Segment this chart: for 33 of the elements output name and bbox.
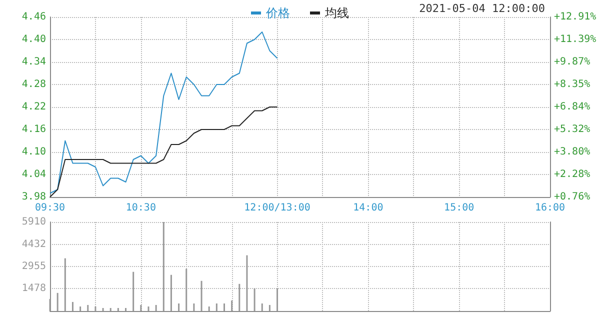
- line-series: [50, 32, 278, 194]
- y2-tick-label: +2.28%: [554, 168, 590, 180]
- y-tick-label: 4.22: [22, 102, 46, 112]
- y-tick-label: 4.04: [22, 169, 46, 180]
- y-tick-label: 5910: [22, 216, 46, 228]
- y-tick-label: 3.98: [22, 192, 46, 202]
- y2-tick-label: +5.32%: [554, 124, 590, 135]
- y2-tick-label: +3.80%: [554, 146, 590, 158]
- y2-tick-label: +12.91%: [554, 12, 596, 22]
- y-tick-label: 4432: [22, 238, 46, 250]
- legend-label: 均线: [324, 6, 349, 20]
- y2-tick-label: +6.84%: [554, 101, 590, 112]
- x-tick-label: 16:00: [534, 202, 566, 214]
- y-tick-label: 4.40: [22, 34, 46, 45]
- y2-tick-label: +0.76%: [554, 192, 590, 202]
- y-tick-label: 4.28: [22, 79, 46, 90]
- x-tick-label: 09:30: [34, 202, 66, 214]
- y-tick-label: 1478: [22, 283, 46, 294]
- x-tick-label: 15:00: [444, 202, 474, 214]
- x-tick-label: 12:00/13:00: [244, 202, 310, 214]
- y2-tick-label: +8.35%: [554, 79, 590, 90]
- text: 2021-05-04 12:00:00: [419, 2, 546, 15]
- x-tick-label: 14:00: [353, 202, 384, 214]
- y-tick-label: 4.46: [22, 12, 46, 22]
- y2-tick-label: +9.87%: [554, 56, 590, 68]
- y2-tick-label: +11.39%: [554, 34, 596, 46]
- x-tick-label: 10:30: [126, 202, 156, 214]
- line-series: [50, 106, 278, 198]
- y-tick-label: 4.16: [22, 124, 46, 135]
- y-tick-label: 2955: [22, 261, 46, 272]
- y-tick-label: 4.10: [22, 146, 46, 158]
- legend-label: 价格: [265, 6, 290, 20]
- y-tick-label: 4.34: [22, 56, 46, 68]
